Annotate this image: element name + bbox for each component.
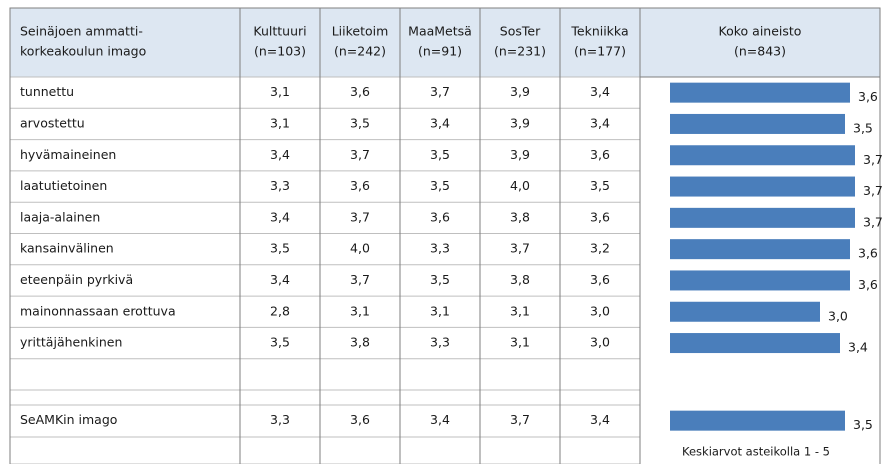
cell: 3,4 <box>590 84 610 99</box>
cell: 3,1 <box>510 303 530 318</box>
bar <box>670 301 820 322</box>
cell: 3,6 <box>590 209 610 224</box>
cell: 3,5 <box>430 272 450 287</box>
cell: 3,7 <box>510 412 530 427</box>
row-label: kansainvälinen <box>20 241 114 256</box>
header-title: korkeakoulun imago <box>20 44 146 59</box>
cell: 3,6 <box>590 147 610 162</box>
bar <box>670 410 845 431</box>
cell: 3,0 <box>590 303 610 318</box>
cell: 3,6 <box>430 209 450 224</box>
cell: 3,6 <box>590 272 610 287</box>
cell: 3,4 <box>430 412 450 427</box>
cell: 3,4 <box>590 412 610 427</box>
cell: 3,4 <box>270 209 290 224</box>
value-label: 3,7 <box>863 152 883 167</box>
column-header: Tekniikka <box>570 24 628 39</box>
cell: 3,7 <box>350 209 370 224</box>
value-label: 3,4 <box>848 340 868 355</box>
cell: 3,2 <box>590 241 610 256</box>
row-label: hyvämaineinen <box>20 147 116 162</box>
row-label: eteenpäin pyrkivä <box>20 272 133 287</box>
value-label: 3,7 <box>863 214 883 229</box>
cell: 3,1 <box>430 303 450 318</box>
column-header: (n=242) <box>334 44 386 59</box>
cell: 3,5 <box>270 241 290 256</box>
note: Keskiarvot asteikolla 1 - 5 <box>682 445 830 459</box>
cell: 3,8 <box>510 209 530 224</box>
bar <box>670 113 845 134</box>
cell: 3,9 <box>510 147 530 162</box>
cell: 4,0 <box>350 241 370 256</box>
cell: 3,7 <box>430 84 450 99</box>
cell: 3,5 <box>270 335 290 350</box>
row-label: tunnettu <box>20 84 74 99</box>
cell: 3,3 <box>270 178 290 193</box>
cell: 3,7 <box>510 241 530 256</box>
cell: 3,4 <box>430 115 450 130</box>
value-label: 3,7 <box>863 183 883 198</box>
cell: 3,7 <box>350 147 370 162</box>
cell: 3,0 <box>590 335 610 350</box>
cell: 3,8 <box>350 335 370 350</box>
row-label: SeAMKin imago <box>20 412 117 427</box>
column-header: (n=91) <box>418 44 462 59</box>
column-header: (n=103) <box>254 44 306 59</box>
column-header: (n=843) <box>734 44 786 59</box>
bar <box>670 270 850 291</box>
value-label: 3,6 <box>858 277 878 292</box>
cell: 3,1 <box>510 335 530 350</box>
cell: 3,9 <box>510 84 530 99</box>
cell: 3,5 <box>590 178 610 193</box>
cell: 3,4 <box>270 147 290 162</box>
cell: 3,1 <box>270 115 290 130</box>
cell: 3,3 <box>270 412 290 427</box>
row-label: laatutietoinen <box>20 178 107 193</box>
cell: 3,5 <box>350 115 370 130</box>
value-label: 3,5 <box>853 120 873 135</box>
cell: 3,5 <box>430 178 450 193</box>
bar <box>670 239 850 260</box>
cell: 3,8 <box>510 272 530 287</box>
column-header: Kulttuuri <box>253 24 306 39</box>
cell: 3,1 <box>270 84 290 99</box>
row-label: laaja-alainen <box>20 209 100 224</box>
row-label: arvostettu <box>20 115 85 130</box>
value-label: 3,5 <box>853 417 873 432</box>
row-label: yrittäjähenkinen <box>20 335 122 350</box>
cell: 3,6 <box>350 412 370 427</box>
cell: 3,4 <box>270 272 290 287</box>
column-header: MaaMetsä <box>408 24 472 39</box>
column-header: (n=231) <box>494 44 546 59</box>
row-label: mainonnassaan erottuva <box>20 303 176 318</box>
header-title: Seinäjoen ammatti- <box>20 24 143 39</box>
cell: 3,7 <box>350 272 370 287</box>
value-label: 3,0 <box>828 308 848 323</box>
bar <box>670 82 850 103</box>
header-background <box>9 7 881 78</box>
cell: 3,1 <box>350 303 370 318</box>
cell: 3,4 <box>590 115 610 130</box>
bar <box>670 145 855 166</box>
column-header: (n=177) <box>574 44 626 59</box>
cell: 4,0 <box>510 178 530 193</box>
bar <box>670 176 855 197</box>
column-header: SosTer <box>500 24 541 39</box>
cell: 3,6 <box>350 84 370 99</box>
value-label: 3,6 <box>858 246 878 261</box>
cell: 3,5 <box>430 147 450 162</box>
bar <box>670 207 855 228</box>
column-header: Koko aineisto <box>719 24 802 39</box>
cell: 2,8 <box>270 303 290 318</box>
cell: 3,9 <box>510 115 530 130</box>
cell: 3,3 <box>430 335 450 350</box>
column-header: Liiketoim <box>332 24 389 39</box>
cell: 3,3 <box>430 241 450 256</box>
bar <box>670 333 840 354</box>
value-label: 3,6 <box>858 89 878 104</box>
cell: 3,6 <box>350 178 370 193</box>
